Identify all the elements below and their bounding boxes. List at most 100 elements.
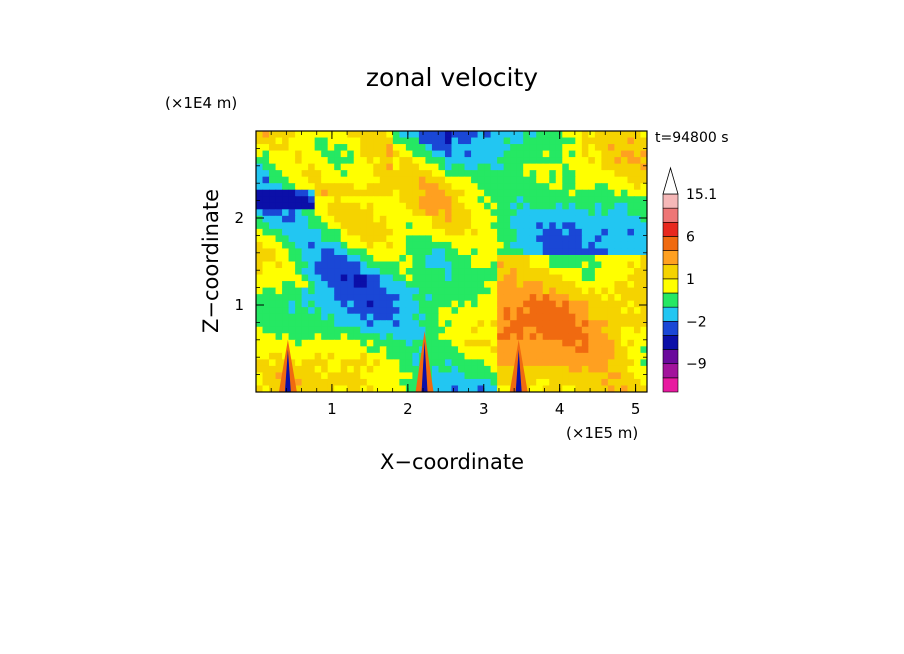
field-cell [275,228,283,237]
field-cell [607,222,616,230]
field-cell [497,137,505,145]
field-cell [314,137,322,145]
field-cell [295,235,303,243]
field-cell [542,294,550,302]
field-cell [555,313,563,321]
field-cell [392,163,400,171]
y-axis-label: Z−coordinate [199,189,223,333]
field-cell [633,365,642,374]
field-cell [327,176,335,184]
field-cell [412,300,420,308]
field-cell [288,144,296,152]
field-cell [314,313,322,321]
field-cell [549,196,557,204]
field-cell [471,248,479,256]
field-cell [425,248,433,256]
field-cell [353,196,361,204]
field-cell [594,365,602,374]
field-cell [627,170,635,178]
field-cell [464,365,472,374]
field-cell [425,176,433,184]
field-cell [334,281,342,289]
field-cell [523,352,531,360]
field-cell [640,241,647,250]
field-cell [562,215,570,223]
field-cell [347,196,355,204]
field-cell [510,176,518,184]
field-cell [601,320,609,328]
field-cell [386,144,394,152]
field-cell [588,378,596,387]
field-cell [503,150,511,158]
field-cell [405,131,413,139]
field-cell [477,137,485,145]
field-cell [542,287,550,295]
field-cell [379,274,387,282]
field-cell [379,352,387,360]
field-cell [601,333,609,341]
field-cell [301,248,309,256]
field-cell [327,274,335,282]
field-cell [620,163,629,171]
field-cell [340,346,348,354]
field-cell [458,222,466,230]
field-cell [366,228,374,237]
field-cell [464,346,472,354]
field-cell [256,326,264,334]
field-cell [601,209,609,217]
field-cell [510,254,518,263]
field-cell [627,235,635,243]
field-cell [314,352,322,360]
field-cell [444,137,453,145]
field-cell [471,294,479,302]
field-cell [444,346,453,354]
field-cell [308,157,316,165]
field-cell [640,157,647,165]
field-cell [555,372,563,380]
field-cell [327,346,335,354]
field-cell [431,215,440,223]
field-cell [314,346,322,354]
field-cell [594,170,602,178]
field-cell [542,339,550,347]
field-cell [536,333,544,341]
field-cell [444,339,453,347]
field-cell [581,241,589,250]
field-cell [464,183,472,191]
field-cell [379,294,387,302]
field-cell [308,241,316,250]
field-cell [321,346,329,354]
field-cell [269,333,277,341]
field-cell [366,372,374,380]
field-cell [477,176,485,184]
field-cell [627,326,635,334]
field-cell [601,254,609,263]
field-cell [399,365,407,374]
field-cell [594,307,602,315]
field-cell [594,254,602,263]
field-cell [490,189,498,197]
field-cell [555,307,563,315]
field-cell [640,183,647,191]
field-cell [614,352,622,360]
field-cell [295,176,303,184]
field-cell [588,365,596,374]
field-cell [308,274,316,282]
field-cell [379,254,387,263]
field-cell [503,320,511,328]
field-cell [471,189,479,197]
field-cell [477,241,485,250]
field-cell [321,313,329,321]
field-cell [510,248,518,256]
field-cell [262,385,270,392]
field-cell [269,254,277,263]
field-cell [536,131,544,139]
field-cell [497,222,505,230]
field-cell [340,222,348,230]
field-cell [477,235,485,243]
field-cell [503,137,511,145]
field-cell [438,281,446,289]
field-cell [523,157,531,165]
field-cell [282,150,290,158]
field-cell [542,241,550,250]
